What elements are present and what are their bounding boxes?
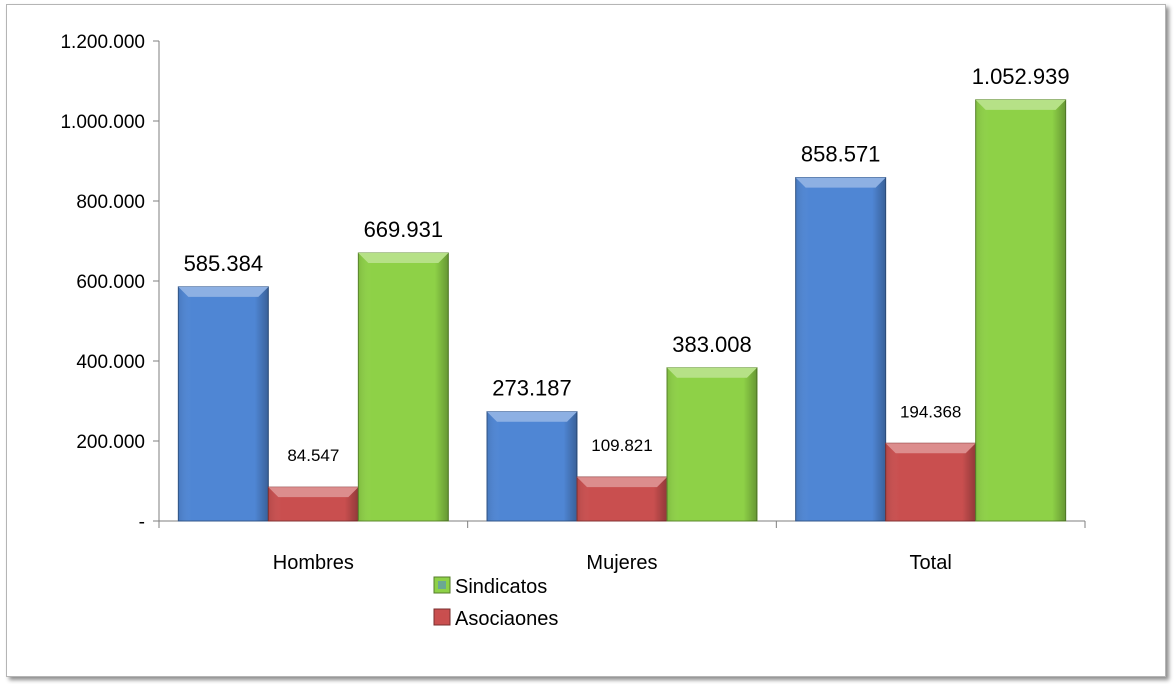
bar bbox=[795, 177, 887, 522]
bar bbox=[486, 411, 578, 522]
y-tick-label: 800.000 bbox=[76, 192, 145, 213]
data-label: 383.008 bbox=[672, 332, 752, 357]
bar-top-bevel bbox=[975, 99, 1066, 110]
data-label: 194.368 bbox=[900, 402, 961, 421]
bar-top-bevel bbox=[885, 443, 976, 454]
data-label: 1.052.939 bbox=[972, 64, 1070, 89]
bar-shading bbox=[358, 253, 449, 522]
bar bbox=[666, 367, 758, 522]
data-label: 109.821 bbox=[591, 436, 652, 455]
y-tick-label: 1.200.000 bbox=[60, 32, 145, 53]
bar bbox=[357, 252, 449, 522]
bar-top-bevel bbox=[358, 253, 449, 264]
bar-top-bevel bbox=[268, 487, 359, 498]
data-label: 273.187 bbox=[492, 376, 572, 401]
bar-top-bevel bbox=[795, 177, 886, 188]
data-label: 84.547 bbox=[287, 446, 339, 465]
bar-shading bbox=[975, 99, 1066, 521]
chart-frame: - 200.000 400.000 600.000 800.000 1.000.000 1.… bbox=[6, 4, 1166, 677]
bar-chart: - 200.000 400.000 600.000 800.000 1.000.000 1.… bbox=[60, 32, 1086, 630]
y-tick-label: 1.000.000 bbox=[60, 112, 145, 133]
x-category-label: Mujeres bbox=[586, 552, 657, 574]
legend-swatch-inner bbox=[438, 613, 446, 621]
bar-top-bevel bbox=[577, 477, 667, 488]
bar bbox=[576, 476, 668, 522]
bar-top-bevel bbox=[178, 286, 269, 297]
legend-label: Asociaones bbox=[455, 608, 558, 630]
bar-shading bbox=[667, 367, 757, 521]
bar bbox=[177, 286, 269, 522]
data-label: 669.931 bbox=[364, 217, 444, 242]
x-category-label: Total bbox=[910, 552, 952, 574]
bar bbox=[267, 486, 359, 522]
y-tick-label: 400.000 bbox=[76, 352, 145, 373]
bar bbox=[885, 442, 977, 522]
x-category-label: Hombres bbox=[273, 552, 354, 574]
bar-top-bevel bbox=[487, 411, 577, 422]
bar-shading bbox=[885, 443, 976, 521]
bar-shading bbox=[487, 411, 577, 521]
bar-top-bevel bbox=[667, 367, 757, 378]
bar bbox=[975, 99, 1067, 522]
legend-label: Sindicatos bbox=[455, 576, 547, 598]
y-tick-label: - bbox=[139, 512, 145, 533]
y-tick-label: 200.000 bbox=[76, 432, 145, 453]
y-tick-label: 600.000 bbox=[76, 272, 145, 293]
bar-shading bbox=[795, 177, 886, 521]
bar-shading bbox=[178, 286, 269, 521]
data-label: 858.571 bbox=[801, 142, 881, 167]
legend-swatch-inner bbox=[438, 581, 446, 589]
data-label: 585.384 bbox=[184, 251, 264, 276]
